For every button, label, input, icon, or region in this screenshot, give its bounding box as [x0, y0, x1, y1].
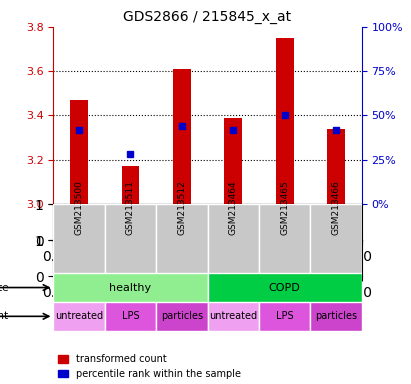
- Bar: [276, 38, 293, 204]
- FancyBboxPatch shape: [208, 273, 362, 302]
- Text: disease state: disease state: [0, 283, 8, 293]
- Bar: [70, 100, 88, 204]
- Text: untreated: untreated: [55, 311, 103, 321]
- Bar: [173, 69, 191, 204]
- FancyBboxPatch shape: [259, 204, 310, 273]
- Text: particles: particles: [161, 311, 203, 321]
- Text: GSM213464: GSM213464: [229, 180, 238, 235]
- Text: GSM213465: GSM213465: [280, 180, 289, 235]
- Bar: [327, 129, 345, 204]
- FancyBboxPatch shape: [310, 204, 362, 273]
- Bar: [224, 118, 242, 204]
- FancyBboxPatch shape: [156, 302, 208, 331]
- Text: untreated: untreated: [209, 311, 257, 321]
- FancyBboxPatch shape: [105, 204, 156, 273]
- FancyBboxPatch shape: [53, 302, 105, 331]
- Text: COPD: COPD: [269, 283, 300, 293]
- FancyBboxPatch shape: [208, 204, 259, 273]
- FancyBboxPatch shape: [53, 204, 105, 273]
- FancyBboxPatch shape: [53, 273, 208, 302]
- Text: agent: agent: [0, 311, 8, 321]
- FancyBboxPatch shape: [156, 204, 208, 273]
- FancyBboxPatch shape: [259, 302, 310, 331]
- Text: GSM213500: GSM213500: [75, 180, 83, 235]
- FancyBboxPatch shape: [105, 302, 156, 331]
- Text: healthy: healthy: [109, 283, 152, 293]
- Text: GSM213466: GSM213466: [332, 180, 340, 235]
- Text: LPS: LPS: [276, 311, 293, 321]
- FancyBboxPatch shape: [310, 302, 362, 331]
- Legend: transformed count, percentile rank within the sample: transformed count, percentile rank withi…: [58, 354, 241, 379]
- Text: GSM213512: GSM213512: [178, 180, 186, 235]
- Bar: [122, 166, 139, 204]
- Text: LPS: LPS: [122, 311, 139, 321]
- FancyBboxPatch shape: [208, 302, 259, 331]
- Text: particles: particles: [315, 311, 357, 321]
- Title: GDS2866 / 215845_x_at: GDS2866 / 215845_x_at: [123, 10, 292, 25]
- Text: GSM213511: GSM213511: [126, 180, 135, 235]
